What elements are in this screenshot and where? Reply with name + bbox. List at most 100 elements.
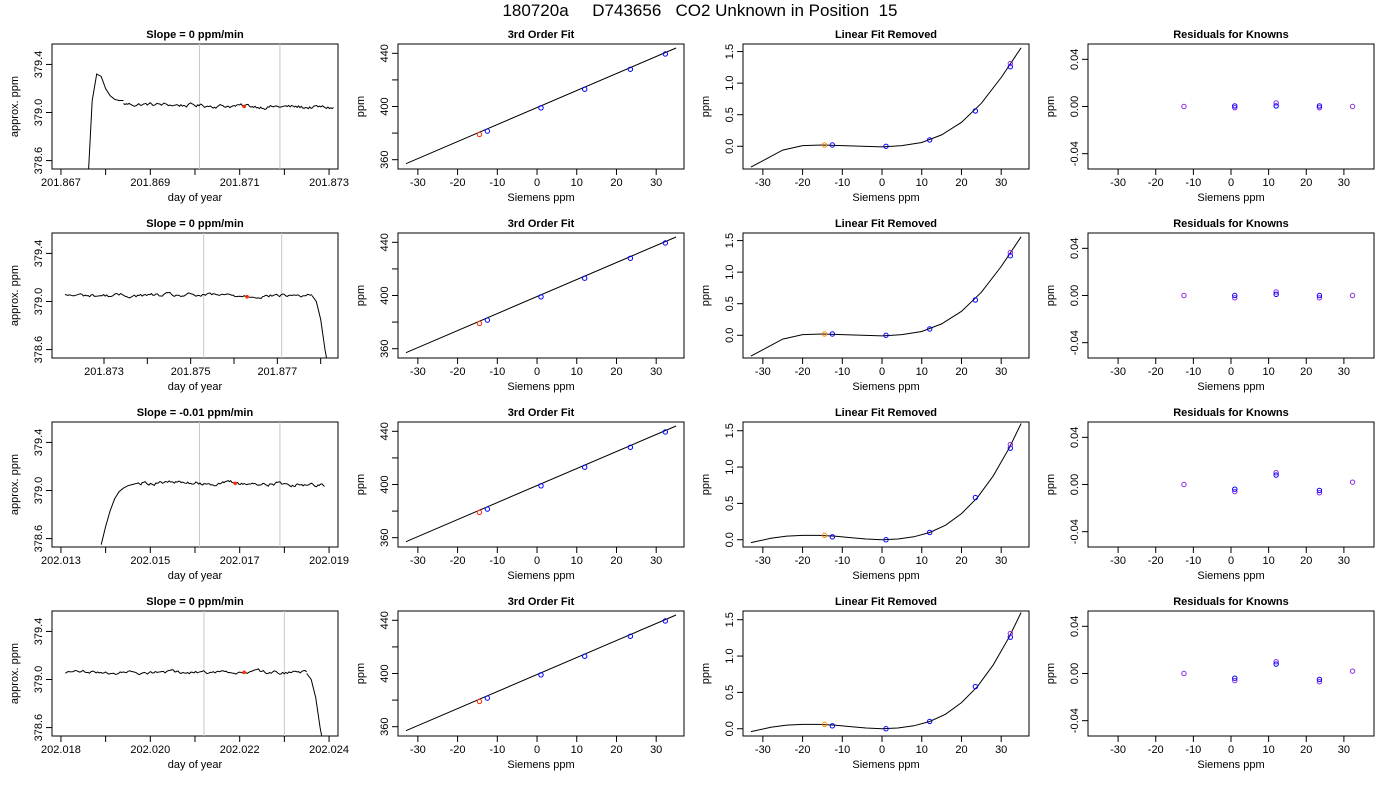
data-point — [821, 532, 828, 539]
panel-title: Slope = -0.01 ppm/min — [137, 407, 254, 419]
data-point — [476, 320, 483, 327]
y-tick-label: 1.5 — [724, 44, 736, 59]
y-tick-label: 379.0 — [33, 666, 45, 694]
y-tick-label: 440 — [379, 422, 391, 440]
x-tick-label: -10 — [834, 744, 850, 756]
x-tick-label: -30 — [755, 744, 771, 756]
x-tick-label: 10 — [916, 366, 928, 378]
x-tick-label: 10 — [571, 177, 583, 189]
panel-title: Linear Fit Removed — [835, 596, 937, 608]
y-tick-label: 0.5 — [724, 685, 736, 700]
y-tick-label: 1.5 — [724, 233, 736, 248]
data-point — [538, 294, 544, 300]
data-point — [1007, 441, 1014, 448]
y-tick-label: 1.5 — [724, 423, 736, 438]
data-point — [829, 331, 836, 337]
data-point — [1232, 488, 1238, 495]
plot-area — [64, 233, 328, 358]
data-point — [972, 297, 979, 303]
plot-area — [1181, 659, 1356, 685]
data-point — [627, 633, 634, 639]
data-point — [1316, 676, 1323, 683]
x-tick-label: 0 — [1228, 744, 1234, 756]
data-point — [662, 240, 669, 246]
x-tick-label: -30 — [410, 555, 426, 567]
y-tick-label: 0.04 — [1069, 427, 1081, 448]
y-tick-label: 0.5 — [724, 107, 736, 122]
plot-frame — [51, 421, 339, 548]
plot-area — [1181, 470, 1356, 496]
x-tick-label: 202.024 — [309, 744, 349, 756]
x-tick-label: 20 — [1300, 366, 1312, 378]
x-tick-label: 201.869 — [130, 177, 170, 189]
y-tick-label: 378.6 — [33, 147, 45, 175]
panel-title: Slope = 0 ppm/min — [146, 596, 244, 608]
x-axis-label: Siemens ppm — [852, 570, 919, 582]
data-point — [627, 255, 634, 261]
x-tick-label: 10 — [1263, 555, 1275, 567]
y-axis-label: ppm — [700, 285, 712, 306]
x-axis-label: Siemens ppm — [1197, 570, 1264, 582]
data-point — [1316, 490, 1323, 496]
x-tick-label: 30 — [1338, 555, 1350, 567]
x-tick-label: -20 — [450, 177, 466, 189]
x-tick-label: 10 — [1263, 177, 1275, 189]
x-tick-label: 20 — [955, 177, 967, 189]
data-point — [926, 718, 933, 725]
data-point — [662, 51, 669, 57]
y-tick-label: 360 — [379, 151, 391, 169]
x-tick-label: -30 — [410, 366, 426, 378]
data-point — [1273, 659, 1279, 665]
y-tick-label: -0.04 — [1069, 141, 1081, 166]
y-tick-label: 379.4 — [33, 429, 45, 457]
x-tick-label: 30 — [995, 366, 1007, 378]
x-tick-label: 20 — [610, 177, 622, 189]
chart-panel: Residuals for Knowns Siemens ppm ppm -30 -20… — [1045, 407, 1375, 582]
y-tick-label: 0.0 — [724, 532, 736, 547]
y-tick-label: 379.4 — [33, 240, 45, 268]
concentration-trace — [136, 480, 325, 488]
plot-area — [88, 44, 334, 169]
x-tick-label: -30 — [1110, 177, 1126, 189]
data-point — [476, 131, 483, 138]
chart-panel: Residuals for Knowns Siemens ppm ppm -30 -20… — [1045, 29, 1375, 204]
y-tick-label: 0.0 — [724, 139, 736, 154]
x-axis-label: day of year — [168, 381, 223, 393]
data-point — [538, 672, 544, 678]
y-tick-label: 400 — [379, 286, 391, 304]
data-point — [1273, 289, 1279, 295]
plot-area — [405, 425, 677, 543]
data-point — [883, 143, 889, 149]
x-axis-label: Siemens ppm — [852, 759, 919, 771]
chart-panel: Slope = 0 ppm/min day of year approx. ppm 2… — [9, 218, 339, 393]
data-point — [1349, 103, 1356, 110]
y-tick-label: 0.5 — [724, 296, 736, 311]
x-tick-label: 202.020 — [130, 744, 170, 756]
x-axis-label: day of year — [168, 759, 223, 771]
panel-title: 3rd Order Fit — [508, 29, 575, 41]
panel-title: Slope = 0 ppm/min — [146, 218, 244, 230]
data-point — [1273, 103, 1279, 109]
data-point — [484, 317, 491, 323]
panel-title: Residuals for Knowns — [1173, 596, 1289, 608]
data-point — [1316, 295, 1323, 301]
data-point — [484, 695, 491, 701]
data-point — [1273, 291, 1279, 298]
data-point — [883, 537, 889, 543]
y-tick-label: 1.0 — [724, 75, 736, 90]
plot-frame — [51, 610, 339, 737]
y-tick-label: 400 — [379, 475, 391, 493]
plot-frame — [742, 421, 1030, 548]
data-point — [1007, 249, 1014, 256]
mean-marker — [245, 294, 249, 299]
data-point — [1349, 479, 1356, 485]
x-tick-label: 30 — [650, 366, 662, 378]
chart-panel: 3rd Order Fit Siemens ppm ppm -30 -20 -10 0 10 2… — [355, 596, 685, 771]
x-tick-label: -10 — [1185, 555, 1201, 567]
panel-title: 3rd Order Fit — [508, 218, 575, 230]
panel-title: Linear Fit Removed — [835, 407, 937, 419]
plot-frame — [51, 232, 339, 359]
y-tick-label: 379.0 — [33, 288, 45, 316]
fit-curve — [750, 423, 1022, 544]
x-tick-label: -10 — [834, 366, 850, 378]
